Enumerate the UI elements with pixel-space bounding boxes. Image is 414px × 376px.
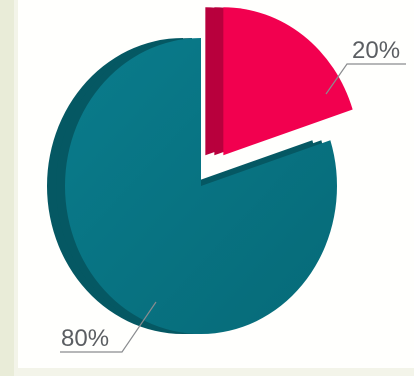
leader-line-80 <box>60 301 157 353</box>
pie-slice-20 <box>223 7 353 156</box>
pie-slices-group <box>46 7 353 334</box>
data-label-20: 20% <box>352 37 400 64</box>
pie-slice-80 <box>65 38 338 334</box>
data-label-80: 80% <box>61 325 109 352</box>
leader-line-20 <box>325 63 406 95</box>
left-border-strip <box>0 0 14 376</box>
